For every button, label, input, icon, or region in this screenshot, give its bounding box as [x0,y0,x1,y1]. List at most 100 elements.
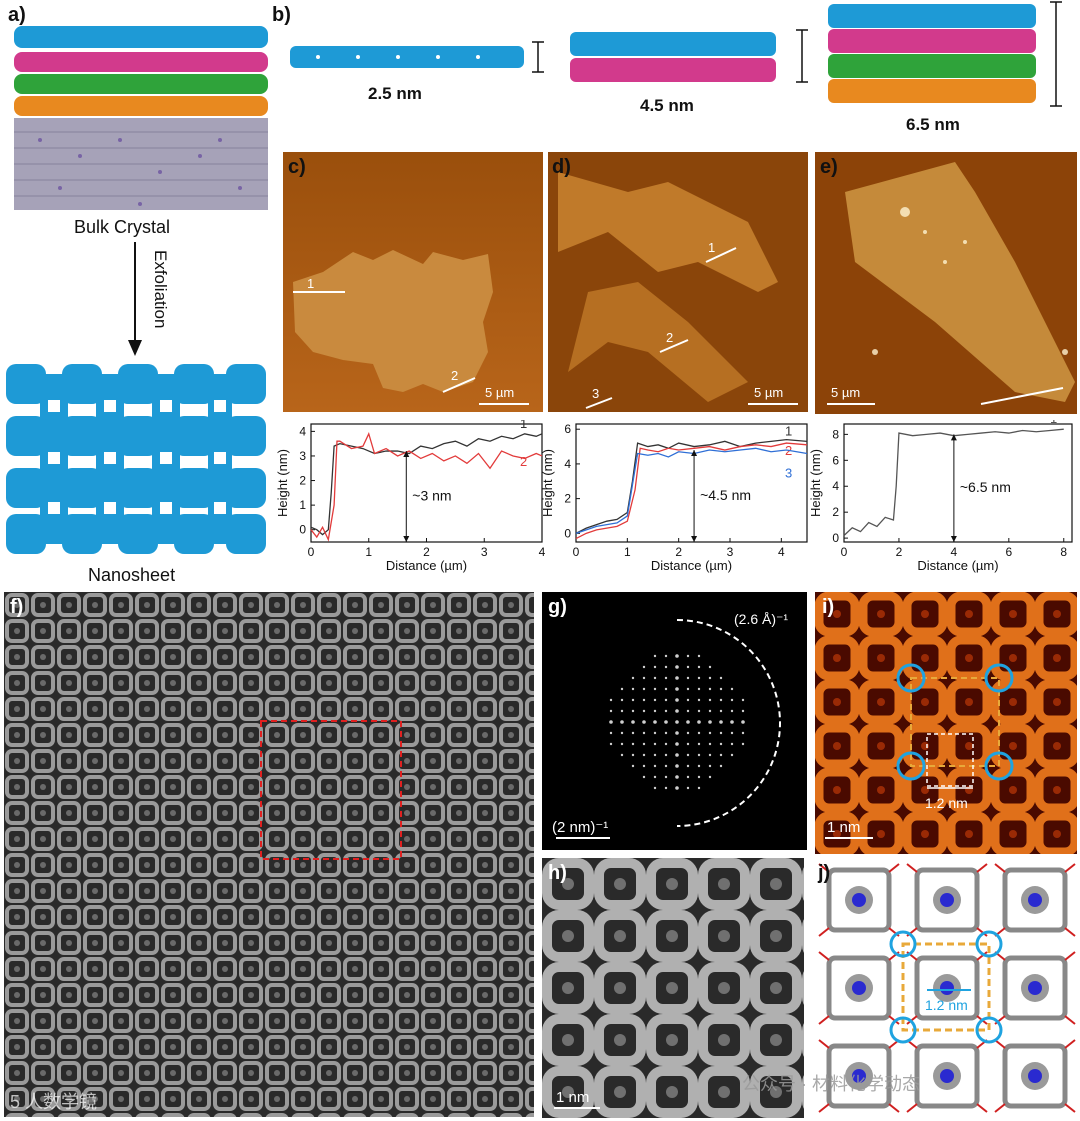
fft-spot [675,753,679,757]
x-tick-label: 2 [896,545,903,559]
afm-image-d: 1 2 3 5 µm [548,152,808,412]
fft-spot [609,698,613,702]
x-tick-label: 3 [727,545,734,559]
fft-spot [642,775,646,779]
fft-spot [686,687,690,691]
plot-frame [575,423,808,543]
height-annotation: ~3 nm [412,488,451,504]
y-tick-label: 4 [299,424,306,438]
afm-d-scale: 5 µm [754,385,783,400]
fft-spot [708,665,712,669]
thickness-6-5: 6.5 nm [906,115,960,134]
fft-spot [631,731,635,735]
panel-label-f: f) [10,596,24,618]
fft-spot [697,720,701,724]
fft-spot [642,698,646,702]
zoomed-image-h: 1 nm [542,858,804,1118]
fft-spot [642,731,646,735]
fft-spot [642,665,646,669]
y-tick-label: 6 [564,422,571,436]
arrow-head [403,536,410,542]
series-label-2: 2 [520,454,527,469]
x-tick-label: 1 [365,545,372,559]
x-tick-label: 3 [481,545,488,559]
arrow-head [950,434,957,441]
fft-image-g: (2.6 Å)⁻¹ (2 nm)⁻¹ [542,592,807,850]
plot-frame [843,423,1073,543]
fft-spot [653,665,657,669]
x-tick-label: 1 [624,545,631,559]
thickness-4-5: 4.5 nm [640,96,694,115]
panel-label-i: i) [822,596,835,618]
fft-spot [686,731,690,735]
bulk-crystal-illustration [14,26,268,210]
fft-outer-label: (2.6 Å)⁻¹ [734,611,788,627]
series-label-1: 1 [785,423,792,438]
fft-spot [730,720,734,724]
panel-label-d: d) [552,156,571,178]
panel-label-h: h) [548,862,567,884]
fft-spot [697,676,701,680]
structure-model-j: 1.2 nm [815,858,1077,1118]
y-axis-label: Height (nm) [540,449,555,517]
afm-c-line2-label: 2 [451,368,458,383]
fft-spot [697,786,701,790]
fft-spot [708,764,712,768]
y-tick-label: 4 [832,479,839,493]
fft-spot [631,676,635,680]
fft-spot [664,742,668,746]
height-profile-chart-e: 0 2 4 6 8 0 2 4 6 8 Distance (µm) Height (nm) 1 ~6.5 … [808,420,1073,573]
fft-spot [631,742,635,746]
panel-label-c: c) [288,156,306,178]
fft-spot [708,720,712,724]
spacing-label-i: 1.2 nm [925,795,968,811]
fft-spot [686,665,690,669]
afm-c-scale: 5 µm [485,385,514,400]
arrow-head [691,450,698,457]
fft-spot [675,654,679,658]
afm-d-line1-label: 1 [708,240,715,255]
bilayer-illustration [570,29,808,83]
afm-image-e: 5 µm [815,152,1077,414]
series-line-2 [575,442,808,540]
fft-spot [686,654,690,658]
four-layer-illustration [828,1,1062,107]
fft-spot [697,709,701,713]
fft-spot [675,720,679,724]
fft-spot [719,731,723,735]
fft-spot [697,764,701,768]
x-tick-label: 2 [423,545,430,559]
fft-spot [708,709,712,713]
series-line-3 [575,447,808,534]
series-label-3: 3 [785,466,792,481]
fft-spot [642,753,646,757]
x-tick-label: 4 [539,545,546,559]
fft-spot [741,720,745,724]
afm-d-line3-label: 3 [592,386,599,401]
fft-spot [631,753,635,757]
height-annotation: ~4.5 nm [700,487,751,503]
fft-spot [741,698,745,702]
fft-spot [730,687,734,691]
fft-spot [664,720,668,724]
fft-spot [719,698,723,702]
fft-spot [664,665,668,669]
fft-spot [609,709,613,713]
watermark-left: 5 人数学镜 [10,1092,98,1112]
fft-spot [664,698,668,702]
fft-spot [642,687,646,691]
thickness-2-5: 2.5 nm [368,84,422,103]
afm-e-scale: 5 µm [831,385,860,400]
y-tick-label: 4 [564,457,571,471]
fft-spot [620,709,624,713]
fft-spot [664,786,668,790]
y-tick-label: 8 [832,427,839,441]
exfoliation-arrow [128,242,142,356]
panel-label-e: e) [820,156,838,178]
y-tick-label: 2 [564,492,571,506]
arrow-head [691,536,698,542]
fft-spot [719,687,723,691]
fft-spot [664,687,668,691]
fft-spot [697,742,701,746]
